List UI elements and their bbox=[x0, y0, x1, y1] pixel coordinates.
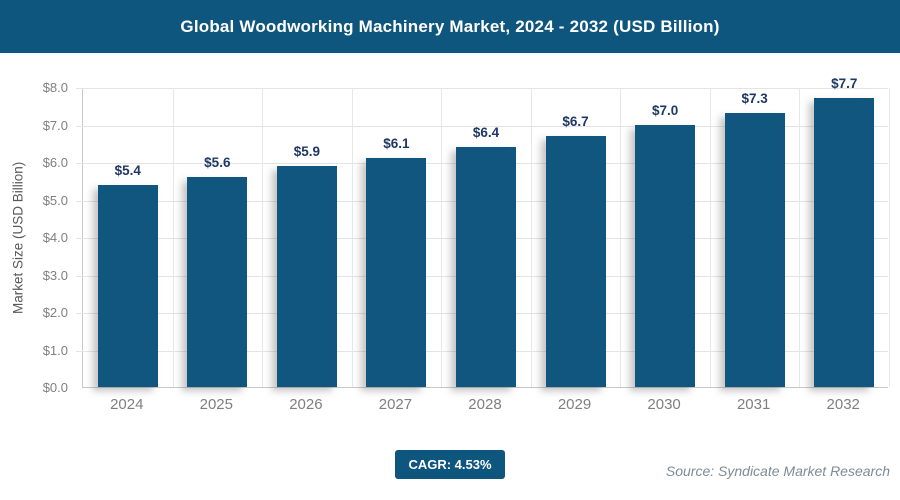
x-tick-label-2027: 2027 bbox=[378, 396, 413, 413]
bar-2029 bbox=[545, 135, 606, 387]
x-tick-label-2031: 2031 bbox=[736, 396, 771, 413]
y-tick-label: $5.0 bbox=[42, 192, 68, 208]
y-axis-tick-labels: $8.0 $7.0 $6.0 $5.0 $4.0 $3.0 $2.0 $1.0 $0.0 bbox=[0, 80, 74, 395]
bar-value-label: $7.7 bbox=[831, 76, 858, 92]
vertical-gridline bbox=[620, 88, 622, 387]
y-tick-label: $1.0 bbox=[42, 342, 68, 358]
vertical-gridline bbox=[799, 88, 801, 387]
bar-column-2026: $5.9 bbox=[262, 88, 352, 387]
x-tick-label-2025: 2025 bbox=[199, 396, 233, 413]
bar-2026 bbox=[276, 165, 337, 387]
bar-2031 bbox=[724, 113, 785, 387]
bar-column-2030: $7.0 bbox=[620, 88, 710, 387]
vertical-gridline bbox=[441, 88, 443, 387]
bar-column-2032: $7.7 bbox=[799, 76, 889, 387]
bar-value-label: $7.0 bbox=[651, 102, 679, 118]
vertical-gridline bbox=[889, 88, 890, 387]
vertical-gridline bbox=[172, 88, 174, 387]
chart-title: Global Woodworking Machinery Market, 202… bbox=[180, 16, 720, 36]
vertical-gridline bbox=[351, 88, 353, 387]
bar-2025 bbox=[187, 177, 248, 387]
bar-value-label: $6.1 bbox=[383, 136, 410, 152]
y-tick-label: $2.0 bbox=[42, 305, 68, 320]
bar-column-2029: $6.7 bbox=[531, 88, 621, 387]
vertical-gridline bbox=[262, 88, 264, 387]
bar-value-label: $6.4 bbox=[472, 125, 500, 140]
bar-value-label: $6.7 bbox=[562, 113, 589, 129]
x-tick-label-2026: 2026 bbox=[289, 396, 323, 413]
bar-value-label: $5.4 bbox=[114, 162, 141, 178]
horizontal-gridline bbox=[76, 88, 888, 89]
vertical-gridline bbox=[709, 88, 711, 387]
bar-column-2024: $5.4 bbox=[83, 88, 173, 387]
y-tick-label: $7.0 bbox=[42, 117, 68, 133]
bar-column-2031: $7.3 bbox=[710, 88, 800, 387]
bar-2030 bbox=[635, 124, 696, 387]
x-tick-label-2029: 2029 bbox=[557, 396, 592, 413]
x-tick-label-2032: 2032 bbox=[826, 396, 860, 413]
bar-value-label: $5.9 bbox=[293, 143, 321, 159]
horizontal-gridline bbox=[76, 125, 888, 127]
bar-2024 bbox=[97, 184, 158, 387]
y-tick-label: $3.0 bbox=[42, 267, 68, 283]
bar-2027 bbox=[366, 158, 427, 387]
bar-column-2028: $6.4 bbox=[441, 88, 531, 387]
bar-value-label: $7.3 bbox=[741, 91, 768, 107]
cagr-badge: CAGR: 4.53% bbox=[395, 450, 505, 479]
vertical-gridline bbox=[530, 88, 532, 387]
y-tick-label: $8.0 bbox=[42, 80, 68, 95]
bar-value-label: $5.6 bbox=[204, 155, 231, 170]
bar-2032 bbox=[814, 98, 875, 387]
source-credit: Source: Syndicate Market Research bbox=[665, 463, 890, 479]
chart-title-bar: Global Woodworking Machinery Market, 202… bbox=[0, 0, 900, 53]
x-tick-label-2024: 2024 bbox=[110, 396, 144, 413]
y-tick-label: $0.0 bbox=[42, 380, 68, 395]
bar-column-2025: $5.6 bbox=[173, 88, 263, 387]
x-tick-label-2030: 2030 bbox=[647, 396, 681, 413]
plot-area: $5.4 $5.6 $5.9 $6.1 $6.4 $6.7 $7.0 $7.3 $7.7 bbox=[76, 76, 890, 388]
y-tick-label: $4.0 bbox=[42, 230, 68, 245]
bar-2028 bbox=[455, 147, 516, 387]
x-tick-label-2028: 2028 bbox=[468, 396, 502, 413]
x-axis-tick-labels: 2024 2025 2026 2027 2028 2029 2030 2031 2032 bbox=[82, 396, 888, 416]
y-tick-label: $6.0 bbox=[42, 155, 68, 170]
bar-column-2027: $6.1 bbox=[352, 88, 442, 387]
